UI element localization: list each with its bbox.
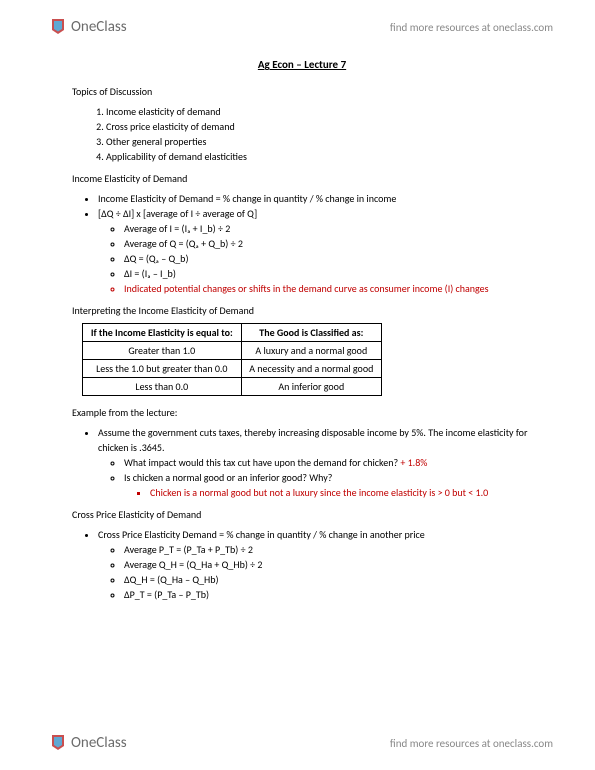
classification-table: If the Income Elasticity is equal to: Th… — [82, 323, 382, 396]
list-item: ΔI = (Iₐ – I_b) — [124, 266, 532, 281]
table-row: If the Income Elasticity is equal to: Th… — [83, 324, 382, 342]
ied-list: Income Elasticity of Demand = % change i… — [98, 191, 532, 296]
resources-link-bottom[interactable]: find more resources at oneclass.com — [390, 737, 553, 750]
list-item: Average of Q = (Qₐ + Q_b) ÷ 2 — [124, 236, 532, 251]
table-row: Less the 1.0 but greater than 0.0 A nece… — [83, 360, 382, 378]
example-list: Assume the government cuts taxes, thereb… — [98, 425, 532, 500]
example-answer-list: Chicken is a normal good but not a luxur… — [150, 485, 532, 500]
answer-highlight: + 1.8% — [400, 456, 427, 469]
example-text: Assume the government cuts taxes, thereb… — [98, 426, 527, 454]
logo-text: OneClass — [71, 18, 127, 36]
list-item: [ΔQ ÷ ΔI] x [average of I ÷ average of Q… — [98, 206, 532, 296]
list-item: Assume the government cuts taxes, thereb… — [98, 425, 532, 500]
list-item-highlight: Indicated potential changes or shifts in… — [124, 281, 532, 296]
list-item: ΔP_T = (P_Ta – P_Tb) — [124, 587, 532, 602]
table-cell: Less the 1.0 but greater than 0.0 — [83, 360, 242, 378]
question-text: What impact would this tax cut have upon… — [124, 456, 400, 469]
list-item: Average Q_H = (Q_Ha + Q_Hb) ÷ 2 — [124, 557, 532, 572]
logo-icon — [48, 16, 68, 39]
list-item: ΔQ = (Qₐ – Q_b) — [124, 251, 532, 266]
list-item: ΔQ_H = (Q_Ha – Q_Hb) — [124, 572, 532, 587]
brand-logo: OneClass — [48, 732, 127, 755]
table-row: Greater than 1.0 A luxury and a normal g… — [83, 342, 382, 360]
cped-sublist: Average P_T = (P_Ta + P_Tb) ÷ 2 Average … — [124, 542, 532, 602]
cped-list: Cross Price Elasticity Demand = % change… — [98, 527, 532, 602]
list-item: Average P_T = (P_Ta + P_Tb) ÷ 2 — [124, 542, 532, 557]
list-item: Cross price elasticity of demand — [106, 119, 532, 134]
list-item: Is chicken a normal good or an inferior … — [124, 470, 532, 500]
table-cell: A luxury and a normal good — [241, 342, 381, 360]
topics-list: Income elasticity of demand Cross price … — [106, 104, 532, 164]
page-title: Ag Econ – Lecture 7 — [72, 58, 532, 71]
page-footer: OneClass find more resources at oneclass… — [0, 726, 595, 760]
list-item: Average of I = (Iₐ + I_b) ÷ 2 — [124, 221, 532, 236]
table-header: If the Income Elasticity is equal to: — [83, 324, 242, 342]
page-header: OneClass find more resources at oneclass… — [0, 10, 595, 44]
resources-link-top[interactable]: find more resources at oneclass.com — [390, 21, 553, 34]
brand-logo: OneClass — [48, 16, 127, 39]
table-cell: A necessity and a normal good — [241, 360, 381, 378]
list-item-highlight: Chicken is a normal good but not a luxur… — [150, 485, 532, 500]
question-text: Is chicken a normal good or an inferior … — [124, 471, 332, 484]
document-body: Ag Econ – Lecture 7 Topics of Discussion… — [72, 58, 532, 602]
example-sublist: What impact would this tax cut have upon… — [124, 455, 532, 500]
list-item: Income Elasticity of Demand = % change i… — [98, 191, 532, 206]
logo-text: OneClass — [71, 734, 127, 752]
cped-heading: Cross Price Elasticity of Demand — [72, 508, 532, 521]
list-item: Cross Price Elasticity Demand = % change… — [98, 527, 532, 602]
list-item: Income elasticity of demand — [106, 104, 532, 119]
answer-text: Chicken is a normal good but not a luxur… — [150, 486, 468, 499]
list-item: Applicability of demand elasticities — [106, 149, 532, 164]
topics-heading: Topics of Discussion — [72, 85, 532, 98]
interpret-heading: Interpreting the Income Elasticity of De… — [72, 304, 532, 317]
ied-heading: Income Elasticity of Demand — [72, 172, 532, 185]
table-cell: An inferior good — [241, 378, 381, 396]
logo-icon — [48, 732, 68, 755]
formula-text: Cross Price Elasticity Demand = % change… — [98, 528, 425, 541]
list-item: Other general properties — [106, 134, 532, 149]
table-cell: Less than 0.0 — [83, 378, 242, 396]
table-header: The Good is Classified as: — [241, 324, 381, 342]
answer-text: < 1.0 — [468, 486, 488, 499]
table-cell: Greater than 1.0 — [83, 342, 242, 360]
list-item: What impact would this tax cut have upon… — [124, 455, 532, 470]
example-heading: Example from the lecture: — [72, 406, 532, 419]
table-row: Less than 0.0 An inferior good — [83, 378, 382, 396]
ied-sublist: Average of I = (Iₐ + I_b) ÷ 2 Average of… — [124, 221, 532, 296]
formula-text: [ΔQ ÷ ΔI] x [average of I ÷ average of Q… — [98, 207, 257, 220]
